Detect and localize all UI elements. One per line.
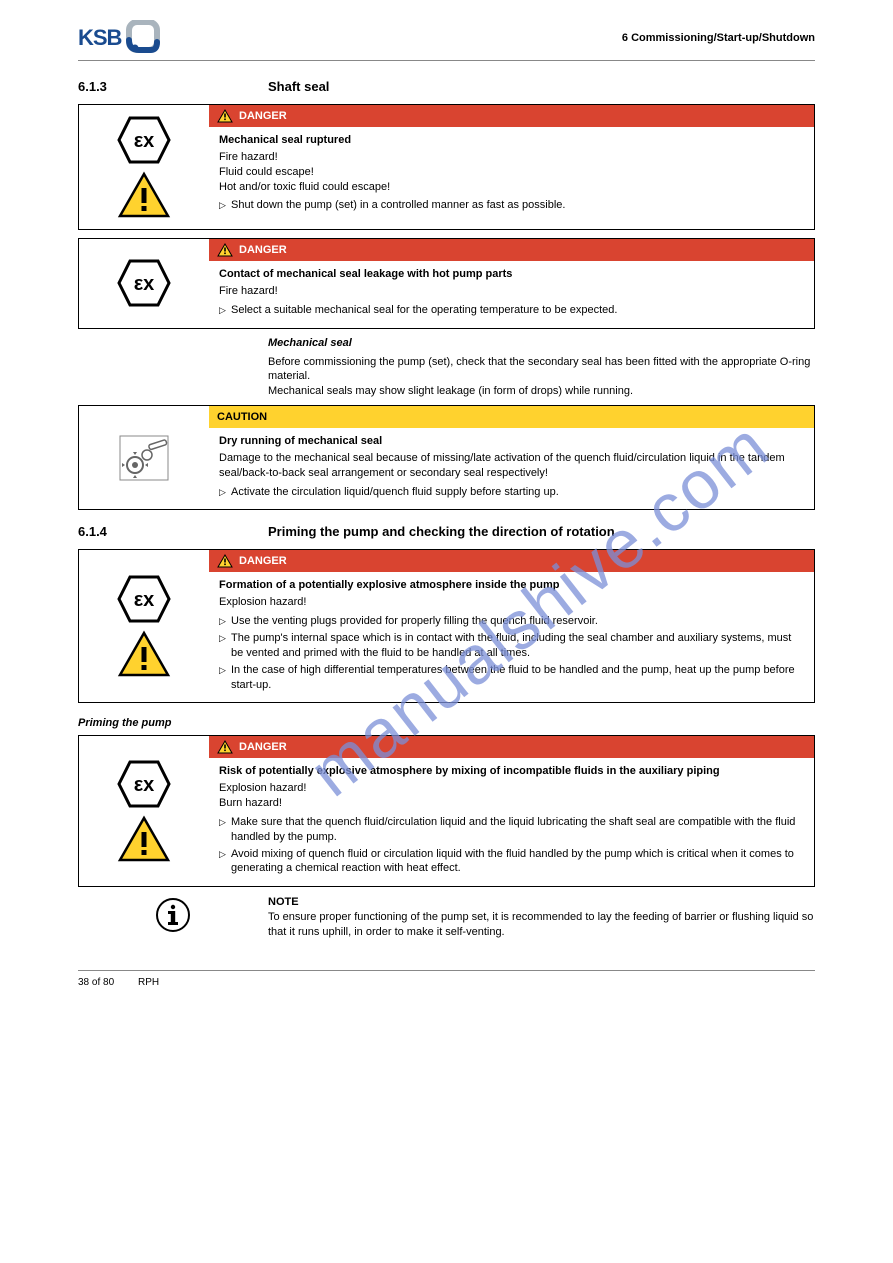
ex-hexagon-icon: εx [116, 258, 172, 308]
warning-triangle-icon [117, 171, 171, 219]
action-item: Use the venting plugs provided for prope… [219, 614, 804, 629]
hazard-consequence: Damage to the mechanical seal because of… [219, 451, 804, 481]
section-title: Shaft seal [268, 79, 329, 94]
action-item: Activate the circulation liquid/quench f… [219, 485, 804, 500]
logo-text: KSB [78, 25, 121, 51]
action-item: In the case of high differential tempera… [219, 663, 804, 693]
box-body: Dry running of mechanical seal Damage to… [209, 428, 814, 509]
page-header: KSB 6 Commissioning/Start-up/Shutdown [78, 20, 815, 61]
box-icons: εx [79, 105, 209, 229]
note-label: NOTE [268, 896, 299, 908]
caution-box-3: CAUTION Dry running of mechanical seal D… [78, 405, 815, 510]
action-item: Shut down the pump (set) in a controlled… [219, 198, 804, 213]
box-body: Contact of mechanical seal leakage with … [209, 261, 814, 328]
small-warning-icon [217, 243, 233, 257]
hazard-consequence: Explosion hazard! [219, 595, 804, 610]
ex-hexagon-icon: εx [116, 115, 172, 165]
logo: KSB [78, 20, 163, 56]
gear-wrench-icon [119, 435, 169, 481]
danger-header: DANGER [209, 550, 814, 572]
note-body: NOTE To ensure proper functioning of the… [268, 895, 815, 940]
subsection-label: Priming the pump [78, 717, 815, 729]
section-title: Priming the pump and checking the direct… [268, 524, 615, 539]
warning-triangle-icon [117, 630, 171, 678]
note-block: NOTE To ensure proper functioning of the… [78, 895, 815, 940]
ex-hexagon-icon: εx [116, 759, 172, 809]
section-heading-1: 6.1.3 Shaft seal [78, 79, 815, 94]
warning-box-1: εx DANGER Mechanical seal ruptured Fire … [78, 104, 815, 230]
header-label: DANGER [239, 110, 287, 122]
header-label: DANGER [239, 741, 287, 753]
info-icon [155, 897, 191, 933]
footer-model: RPH [138, 977, 815, 988]
box-icons: εx [79, 239, 209, 328]
box-icons: εx [79, 550, 209, 702]
ex-hexagon-icon: εx [116, 574, 172, 624]
hazard-title: Formation of a potentially explosive atm… [219, 578, 804, 593]
action-item: Make sure that the quench fluid/circulat… [219, 815, 804, 845]
section-number: 6.1.4 [78, 524, 268, 539]
hazard-title: Risk of potentially explosive atmosphere… [219, 764, 804, 779]
hazard-consequence: Fire hazard! Fluid could escape! Hot and… [219, 150, 804, 195]
header-label: DANGER [239, 555, 287, 567]
action-item: The pump's internal space which is in co… [219, 631, 804, 661]
hazard-title: Contact of mechanical seal leakage with … [219, 267, 804, 282]
warning-triangle-icon [117, 815, 171, 863]
hazard-title: Mechanical seal ruptured [219, 133, 804, 148]
warning-box-4: εx DANGER Formation of a potentially exp… [78, 549, 815, 703]
danger-header: DANGER [209, 239, 814, 261]
small-warning-icon [217, 740, 233, 754]
page-footer: 38 of 80 RPH [78, 970, 815, 988]
box-body: Risk of potentially explosive atmosphere… [209, 758, 814, 886]
section-number: 6.1.3 [78, 79, 268, 94]
note-text: To ensure proper functioning of the pump… [268, 911, 813, 938]
svg-text:εx: εx [134, 130, 155, 152]
footer-page: 38 of 80 [78, 977, 138, 988]
header-label: CAUTION [217, 411, 267, 423]
caution-header: CAUTION [209, 406, 814, 428]
paragraph: Before commissioning the pump (set), che… [268, 355, 815, 400]
box-body: Mechanical seal ruptured Fire hazard! Fl… [209, 127, 814, 223]
svg-text:εx: εx [134, 273, 155, 295]
svg-text:εx: εx [134, 589, 155, 611]
box-icons [79, 406, 209, 509]
small-warning-icon [217, 554, 233, 568]
sub-label-mechseal: Mechanical seal [268, 337, 815, 349]
action-item: Avoid mixing of quench fluid or circulat… [219, 847, 804, 877]
section-heading-2: 6.1.4 Priming the pump and checking the … [78, 524, 815, 539]
warning-box-2: εx DANGER Contact of mechanical seal lea… [78, 238, 815, 329]
hazard-consequence: Fire hazard! [219, 284, 804, 299]
logo-icon [123, 20, 163, 56]
small-warning-icon [217, 109, 233, 123]
box-icons: εx [79, 736, 209, 886]
warning-box-5: εx DANGER Risk of potentially explosive … [78, 735, 815, 887]
danger-header: DANGER [209, 105, 814, 127]
action-item: Select a suitable mechanical seal for th… [219, 303, 804, 318]
danger-header: DANGER [209, 736, 814, 758]
svg-text:εx: εx [134, 774, 155, 796]
box-body: Formation of a potentially explosive atm… [209, 572, 814, 702]
header-label: DANGER [239, 244, 287, 256]
hazard-consequence: Explosion hazard! Burn hazard! [219, 781, 804, 811]
header-title: 6 Commissioning/Start-up/Shutdown [163, 32, 815, 44]
hazard-title: Dry running of mechanical seal [219, 434, 804, 449]
